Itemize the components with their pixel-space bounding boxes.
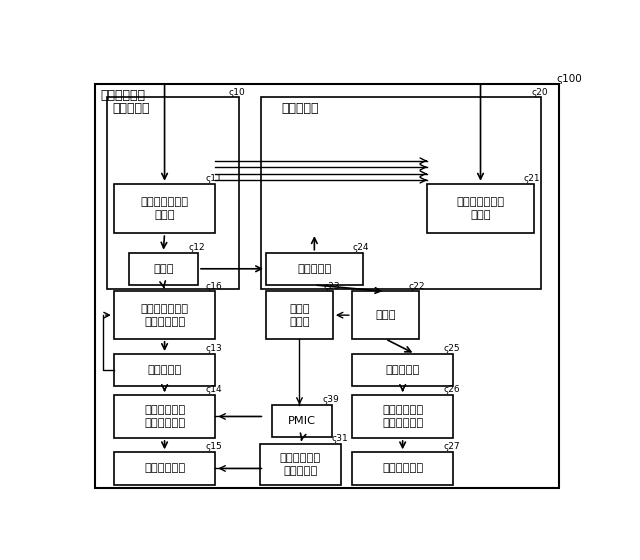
Bar	[266, 253, 363, 285]
Bar	[129, 253, 198, 285]
Bar	[114, 452, 216, 484]
Text: ς31: ς31	[332, 434, 348, 443]
Bar	[261, 97, 541, 290]
Bar	[352, 291, 419, 339]
Text: ς15: ς15	[205, 442, 222, 451]
Text: 第１デバイス: 第１デバイス	[144, 464, 185, 473]
Text: 第２実行部: 第２実行部	[385, 365, 420, 375]
Text: ς26: ς26	[444, 385, 460, 394]
Bar	[114, 354, 216, 386]
Text: ς100: ς100	[556, 73, 582, 83]
Text: ς13: ς13	[205, 344, 222, 353]
Text: ς24: ς24	[353, 242, 369, 252]
Text: 第１実行部: 第１実行部	[147, 365, 182, 375]
Text: 通知受信部: 通知受信部	[297, 264, 332, 274]
Text: 第２デバイス: 第２デバイス	[382, 464, 423, 473]
Text: 第１リクエスト
処理部: 第１リクエスト 処理部	[141, 197, 189, 220]
Text: アクティブ状態
フラグ管理部: アクティブ状態 フラグ管理部	[141, 304, 189, 326]
Bar	[273, 405, 332, 437]
Bar	[352, 354, 454, 386]
Bar	[266, 291, 333, 339]
Text: ς16: ς16	[205, 282, 222, 291]
Bar	[108, 97, 239, 290]
Text: 第１制御部: 第１制御部	[112, 102, 150, 115]
Text: 情報処理装置: 情報処理装置	[101, 88, 146, 102]
Bar	[352, 395, 454, 438]
Text: 第２デバイス
コントローラ: 第２デバイス コントローラ	[382, 405, 423, 428]
Text: ς25: ς25	[444, 344, 460, 353]
Bar	[260, 444, 341, 484]
Text: ς12: ς12	[188, 242, 205, 252]
Text: ς10: ς10	[229, 87, 246, 96]
Text: ς22: ς22	[409, 282, 426, 291]
Bar	[114, 291, 216, 339]
Bar	[114, 184, 216, 233]
Text: ς39: ς39	[322, 395, 339, 404]
Text: ς21: ς21	[524, 174, 541, 183]
Text: 第２制御部: 第２制御部	[281, 102, 318, 115]
Text: ς11: ς11	[205, 174, 222, 183]
Text: タイマ
設定部: タイマ 設定部	[289, 304, 310, 326]
Text: 記憶部: 記憶部	[375, 310, 396, 320]
Text: PMIC: PMIC	[288, 416, 316, 426]
Bar	[428, 184, 534, 233]
Text: ς20: ς20	[531, 87, 548, 96]
Text: 第１デバイス
コントローラ: 第１デバイス コントローラ	[144, 405, 185, 428]
Bar	[114, 395, 216, 438]
Text: 通知部: 通知部	[153, 264, 173, 274]
Text: ς27: ς27	[444, 442, 460, 451]
Text: ς23: ς23	[323, 282, 340, 291]
Text: 第２リクエスト
処理部: 第２リクエスト 処理部	[456, 197, 504, 220]
Bar	[352, 452, 454, 484]
Text: クロック制御
モジュール: クロック制御 モジュール	[280, 452, 321, 475]
Text: ς14: ς14	[205, 385, 222, 394]
